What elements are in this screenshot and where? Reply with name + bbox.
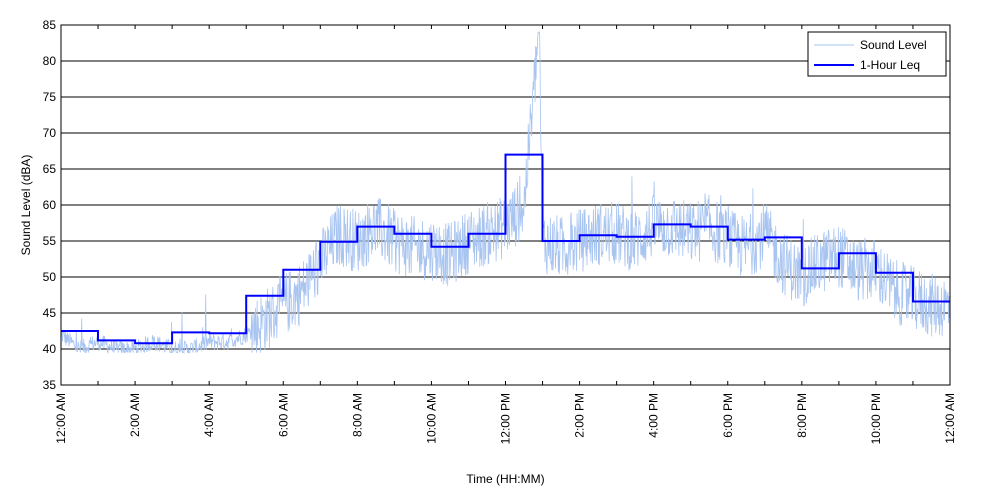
- y-axis-ticks: 35 40 45 50 55 60 65 70 75 80 85: [43, 18, 65, 392]
- legend-label-sound-level: Sound Level: [860, 38, 927, 52]
- x-tick-label: 12:00 AM: [54, 393, 68, 444]
- y-tick-label: 60: [43, 198, 57, 212]
- x-tick-label: 8:00 AM: [350, 393, 364, 437]
- x-tick-label: 12:00 AM: [943, 393, 957, 444]
- series-1-hour-leq: [61, 153, 950, 345]
- legend: Sound Level 1-Hour Leq: [807, 31, 947, 77]
- y-tick-label: 50: [43, 270, 57, 284]
- x-tick-label: 6:00 PM: [721, 393, 735, 438]
- x-tick-label: 12:00 PM: [499, 393, 513, 444]
- y-tick-label: 40: [43, 342, 57, 356]
- y-tick-label: 65: [43, 162, 57, 176]
- legend-label-1-hour-leq: 1-Hour Leq: [860, 58, 920, 72]
- x-tick-label: 8:00 PM: [795, 393, 809, 438]
- x-tick-label: 10:00 PM: [869, 393, 883, 444]
- x-axis-ticks: 12:00 AM 2:00 AM 4:00 AM 6:00 AM 8:00 AM 10:0…: [54, 25, 957, 444]
- y-tick-label: 70: [43, 126, 57, 140]
- x-tick-label: 2:00 AM: [128, 393, 142, 437]
- x-axis-title: Time (HH:MM): [466, 472, 544, 486]
- y-tick-label: 55: [43, 234, 57, 248]
- x-tick-label: 4:00 AM: [202, 393, 216, 437]
- y-tick-label: 75: [43, 90, 57, 104]
- y-tick-label: 35: [43, 378, 57, 392]
- y-tick-label: 80: [43, 54, 57, 68]
- x-tick-label: 6:00 AM: [276, 393, 290, 437]
- leq-step-line: [61, 153, 950, 345]
- y-tick-label: 85: [43, 18, 57, 32]
- y-axis-title: Sound Level (dBA): [19, 155, 33, 256]
- legend-box: [807, 31, 947, 77]
- x-tick-label: 4:00 PM: [647, 393, 661, 438]
- x-tick-label: 2:00 PM: [573, 393, 587, 438]
- y-tick-label: 45: [43, 306, 57, 320]
- x-tick-label: 10:00 AM: [424, 393, 438, 444]
